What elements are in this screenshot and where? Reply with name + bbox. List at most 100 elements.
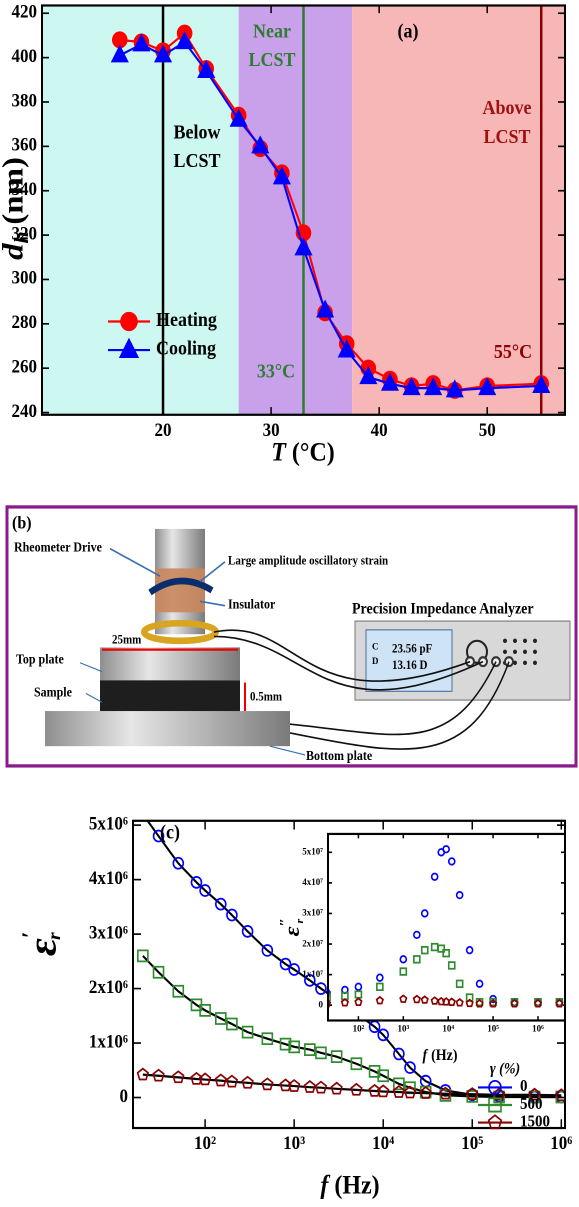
y-axis-title-part: (nm)	[0, 157, 30, 225]
series-layer	[136, 809, 565, 1104]
marker	[375, 995, 384, 1005]
marker	[354, 990, 363, 999]
marker	[120, 311, 138, 332]
sample-label: Sample	[34, 685, 72, 700]
x-tick-label: 10⁵	[487, 1024, 499, 1034]
marker	[199, 1003, 211, 1017]
marker	[377, 1069, 390, 1083]
region	[352, 5, 565, 415]
y-tick-label: 320	[12, 223, 38, 244]
x-tick-label: 10³	[397, 1024, 409, 1034]
y-tick-label: 340	[12, 178, 38, 199]
y-tick-label: 3x10⁶	[89, 922, 128, 943]
reference-label: 33°C	[257, 361, 295, 383]
marker	[465, 993, 474, 1002]
marker	[330, 1081, 343, 1095]
marker	[420, 945, 429, 955]
pointer	[85, 693, 103, 703]
marker	[555, 1088, 565, 1102]
marker	[455, 979, 464, 988]
x-tick-label: 10⁴	[372, 1132, 395, 1153]
insulator-label: Insulator	[228, 597, 276, 612]
region-label: Below	[174, 122, 221, 144]
series-layer	[328, 845, 564, 1008]
marker	[315, 1046, 327, 1060]
marker	[118, 337, 140, 358]
y-axis-title: dh (nm)	[0, 157, 32, 260]
y-tick-label: 420	[12, 1, 38, 22]
marker	[190, 998, 203, 1012]
marker	[288, 963, 300, 976]
y-tick-label: 380	[12, 90, 38, 111]
marker	[492, 1087, 506, 1101]
region-label: LCST	[484, 126, 531, 148]
panel-label: (c)	[160, 822, 180, 844]
marker	[241, 1025, 254, 1039]
marker	[420, 909, 429, 918]
strain-label: Large amplitude oscillatory strain	[228, 555, 389, 568]
y-axis-title-part: h	[9, 231, 32, 243]
marker	[447, 857, 456, 866]
y-tick-label: 5x10⁶	[89, 813, 128, 834]
y-tick-label: 4x10⁷	[302, 878, 323, 888]
marker	[445, 379, 464, 398]
marker	[455, 890, 464, 900]
x-tick-label: 10³	[283, 1132, 305, 1153]
marker	[399, 955, 408, 964]
y-axis-title-part: d	[0, 242, 30, 260]
marker	[152, 829, 165, 843]
marker	[424, 377, 443, 396]
x-tick-label: 10⁶	[550, 1132, 572, 1153]
screen-key: C	[372, 642, 379, 652]
marker	[419, 1086, 432, 1099]
y-tick-label: 260	[12, 356, 38, 377]
marker	[328, 999, 332, 1008]
x-axis-title-part: (°C)	[292, 438, 335, 466]
marker	[466, 1087, 479, 1101]
y-tick-label: 1x10⁶	[89, 1031, 128, 1052]
y-tick-label: 2x10⁷	[302, 939, 323, 949]
marker	[430, 996, 439, 1005]
marker	[110, 44, 129, 63]
marker	[466, 1090, 479, 1103]
plot: 0 1x10⁷ 2x10⁷ 3x10⁷ 4x10⁷ 5x10⁷ 10² 10³ 10⁴ 10⁵ 10…	[278, 832, 566, 1065]
marker	[447, 997, 456, 1006]
cables	[213, 629, 510, 750]
marker	[350, 1057, 363, 1071]
marker	[294, 237, 313, 256]
y-tick-label: 300	[12, 267, 38, 288]
marker	[198, 1072, 212, 1086]
marker	[488, 1097, 502, 1113]
y-tick-label: 3x10⁷	[302, 908, 323, 918]
marker	[528, 1090, 541, 1104]
y-axis-title: ε″r	[278, 918, 306, 936]
marker	[402, 377, 421, 396]
marker	[303, 1080, 317, 1093]
plot-frame	[327, 832, 566, 1022]
pointer	[109, 547, 161, 577]
x-axis-title-part: (Hz)	[431, 1048, 458, 1065]
marker	[272, 166, 291, 185]
pointer	[199, 561, 226, 583]
marker	[437, 944, 446, 953]
marker	[175, 31, 194, 50]
setup-diagram: (b) Rheometer Drive Large amplitude osci…	[5, 505, 578, 768]
marker	[138, 809, 148, 820]
marker	[350, 1082, 363, 1096]
marker	[199, 884, 211, 897]
legend-label: 500	[520, 1095, 543, 1113]
sample	[100, 680, 240, 714]
legend-title: γ (%)	[490, 1061, 520, 1078]
marker	[488, 1079, 502, 1095]
y-axis-title-part: ″	[278, 918, 293, 926]
region-label: LCST	[249, 49, 296, 71]
marker	[241, 1075, 254, 1089]
x-axis-title: f (Hz)	[422, 1048, 457, 1065]
y-axis-title-part: ′	[17, 931, 42, 938]
x-axis-title-part: T	[271, 438, 287, 466]
y-tick-label: 0	[319, 1000, 324, 1010]
marker	[478, 377, 497, 396]
legend-label: Heating	[156, 309, 217, 331]
